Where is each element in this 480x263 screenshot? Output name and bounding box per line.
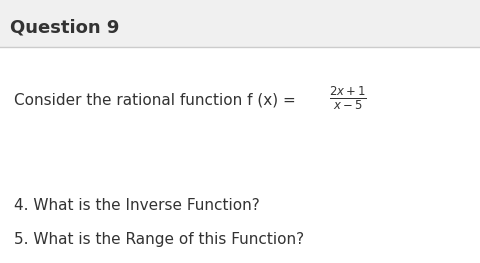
Text: $\frac{2x+1}{x-5}$: $\frac{2x+1}{x-5}$	[329, 85, 367, 112]
FancyBboxPatch shape	[0, 0, 480, 47]
Text: 4. What is the Inverse Function?: 4. What is the Inverse Function?	[14, 198, 260, 213]
Text: 5. What is the Range of this Function?: 5. What is the Range of this Function?	[14, 232, 304, 247]
Text: Consider the rational function f (x) =: Consider the rational function f (x) =	[14, 92, 301, 108]
Text: Question 9: Question 9	[10, 19, 119, 37]
